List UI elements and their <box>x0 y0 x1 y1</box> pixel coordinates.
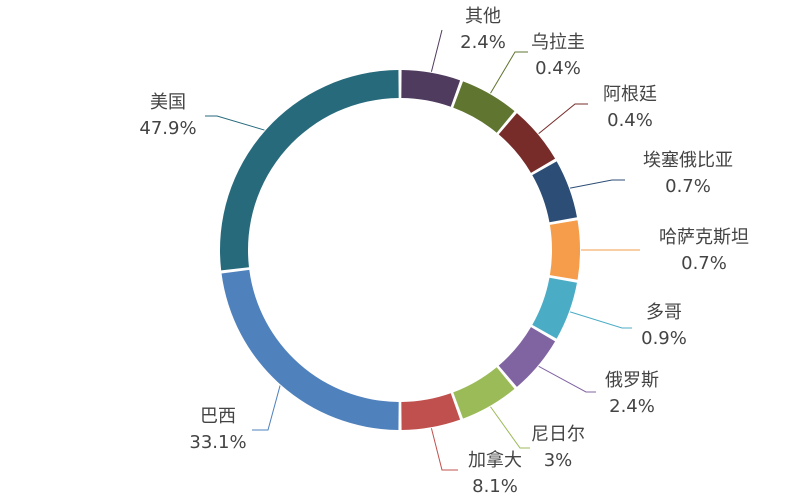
slice-usa-name-label: 美国 <box>150 92 186 113</box>
slice-kazakhstan[interactable] <box>549 220 581 280</box>
slice-usa-value-label: 47.9% <box>139 118 196 139</box>
slice-usa[interactable] <box>220 70 399 271</box>
slice-ethiopia-name-label: 埃塞俄比亚 <box>643 150 733 171</box>
slice-russia[interactable] <box>498 327 556 387</box>
slice-uruguay-name-label: 乌拉圭 <box>531 32 585 53</box>
slice-togo-name-label: 多哥 <box>646 302 682 323</box>
slice-canada-name-label: 加拿大 <box>468 449 522 471</box>
slice-ethiopia-value-label: 0.7% <box>665 176 711 197</box>
slice-togo-leader-line <box>569 311 632 329</box>
slice-brazil-name-label: 巴西 <box>200 406 236 427</box>
slice-niger-leader-line <box>490 406 530 449</box>
slice-brazil-leader-line <box>252 385 281 431</box>
slice-togo-value-label: 0.9% <box>641 328 687 349</box>
slice-ethiopia[interactable] <box>532 161 577 223</box>
slice-canada-value-label: 8.1% <box>472 476 518 497</box>
slice-kazakhstan-name-label: 哈萨克斯坦 <box>659 227 749 248</box>
slice-uruguay-value-label: 0.4% <box>535 58 581 79</box>
slice-usa-leader-line <box>205 115 265 131</box>
slice-other-value-label: 2.4% <box>460 32 506 53</box>
slice-other[interactable] <box>401 70 461 107</box>
slice-argentina-value-label: 0.4% <box>607 110 653 131</box>
slice-other-name-label: 其他 <box>465 6 501 27</box>
slice-niger-value-label: 3% <box>544 450 573 471</box>
labels-group: 其他 2.4% 乌拉圭 0.4% 阿根廷 0.4% 埃塞俄比亚 0.7% 哈萨克斯坦 0.7% 多哥… <box>139 6 749 497</box>
slice-canada[interactable] <box>401 393 461 430</box>
slice-togo[interactable] <box>532 277 577 339</box>
slice-russia-value-label: 2.4% <box>609 396 655 417</box>
slice-canada-leader-line <box>430 428 458 471</box>
slice-kazakhstan-value-label: 0.7% <box>681 253 727 274</box>
slice-uruguay-leader-line <box>490 51 528 94</box>
slice-russia-name-label: 俄罗斯 <box>605 370 659 391</box>
slice-other-leader-line <box>430 29 443 72</box>
slice-uruguay[interactable] <box>453 81 515 133</box>
slice-niger-name-label: 尼日尔 <box>531 424 585 445</box>
slice-brazil-value-label: 33.1% <box>189 432 246 453</box>
slice-argentina-leader-line <box>538 103 588 135</box>
leader-lines-group <box>205 29 640 471</box>
slice-argentina-name-label: 阿根廷 <box>603 84 657 105</box>
slice-argentina[interactable] <box>498 113 556 173</box>
slice-ethiopia-leader-line <box>569 179 625 189</box>
slice-niger[interactable] <box>453 367 515 419</box>
slice-brazil[interactable] <box>221 269 399 430</box>
slices-group <box>220 70 581 430</box>
slice-russia-leader-line <box>538 365 596 393</box>
